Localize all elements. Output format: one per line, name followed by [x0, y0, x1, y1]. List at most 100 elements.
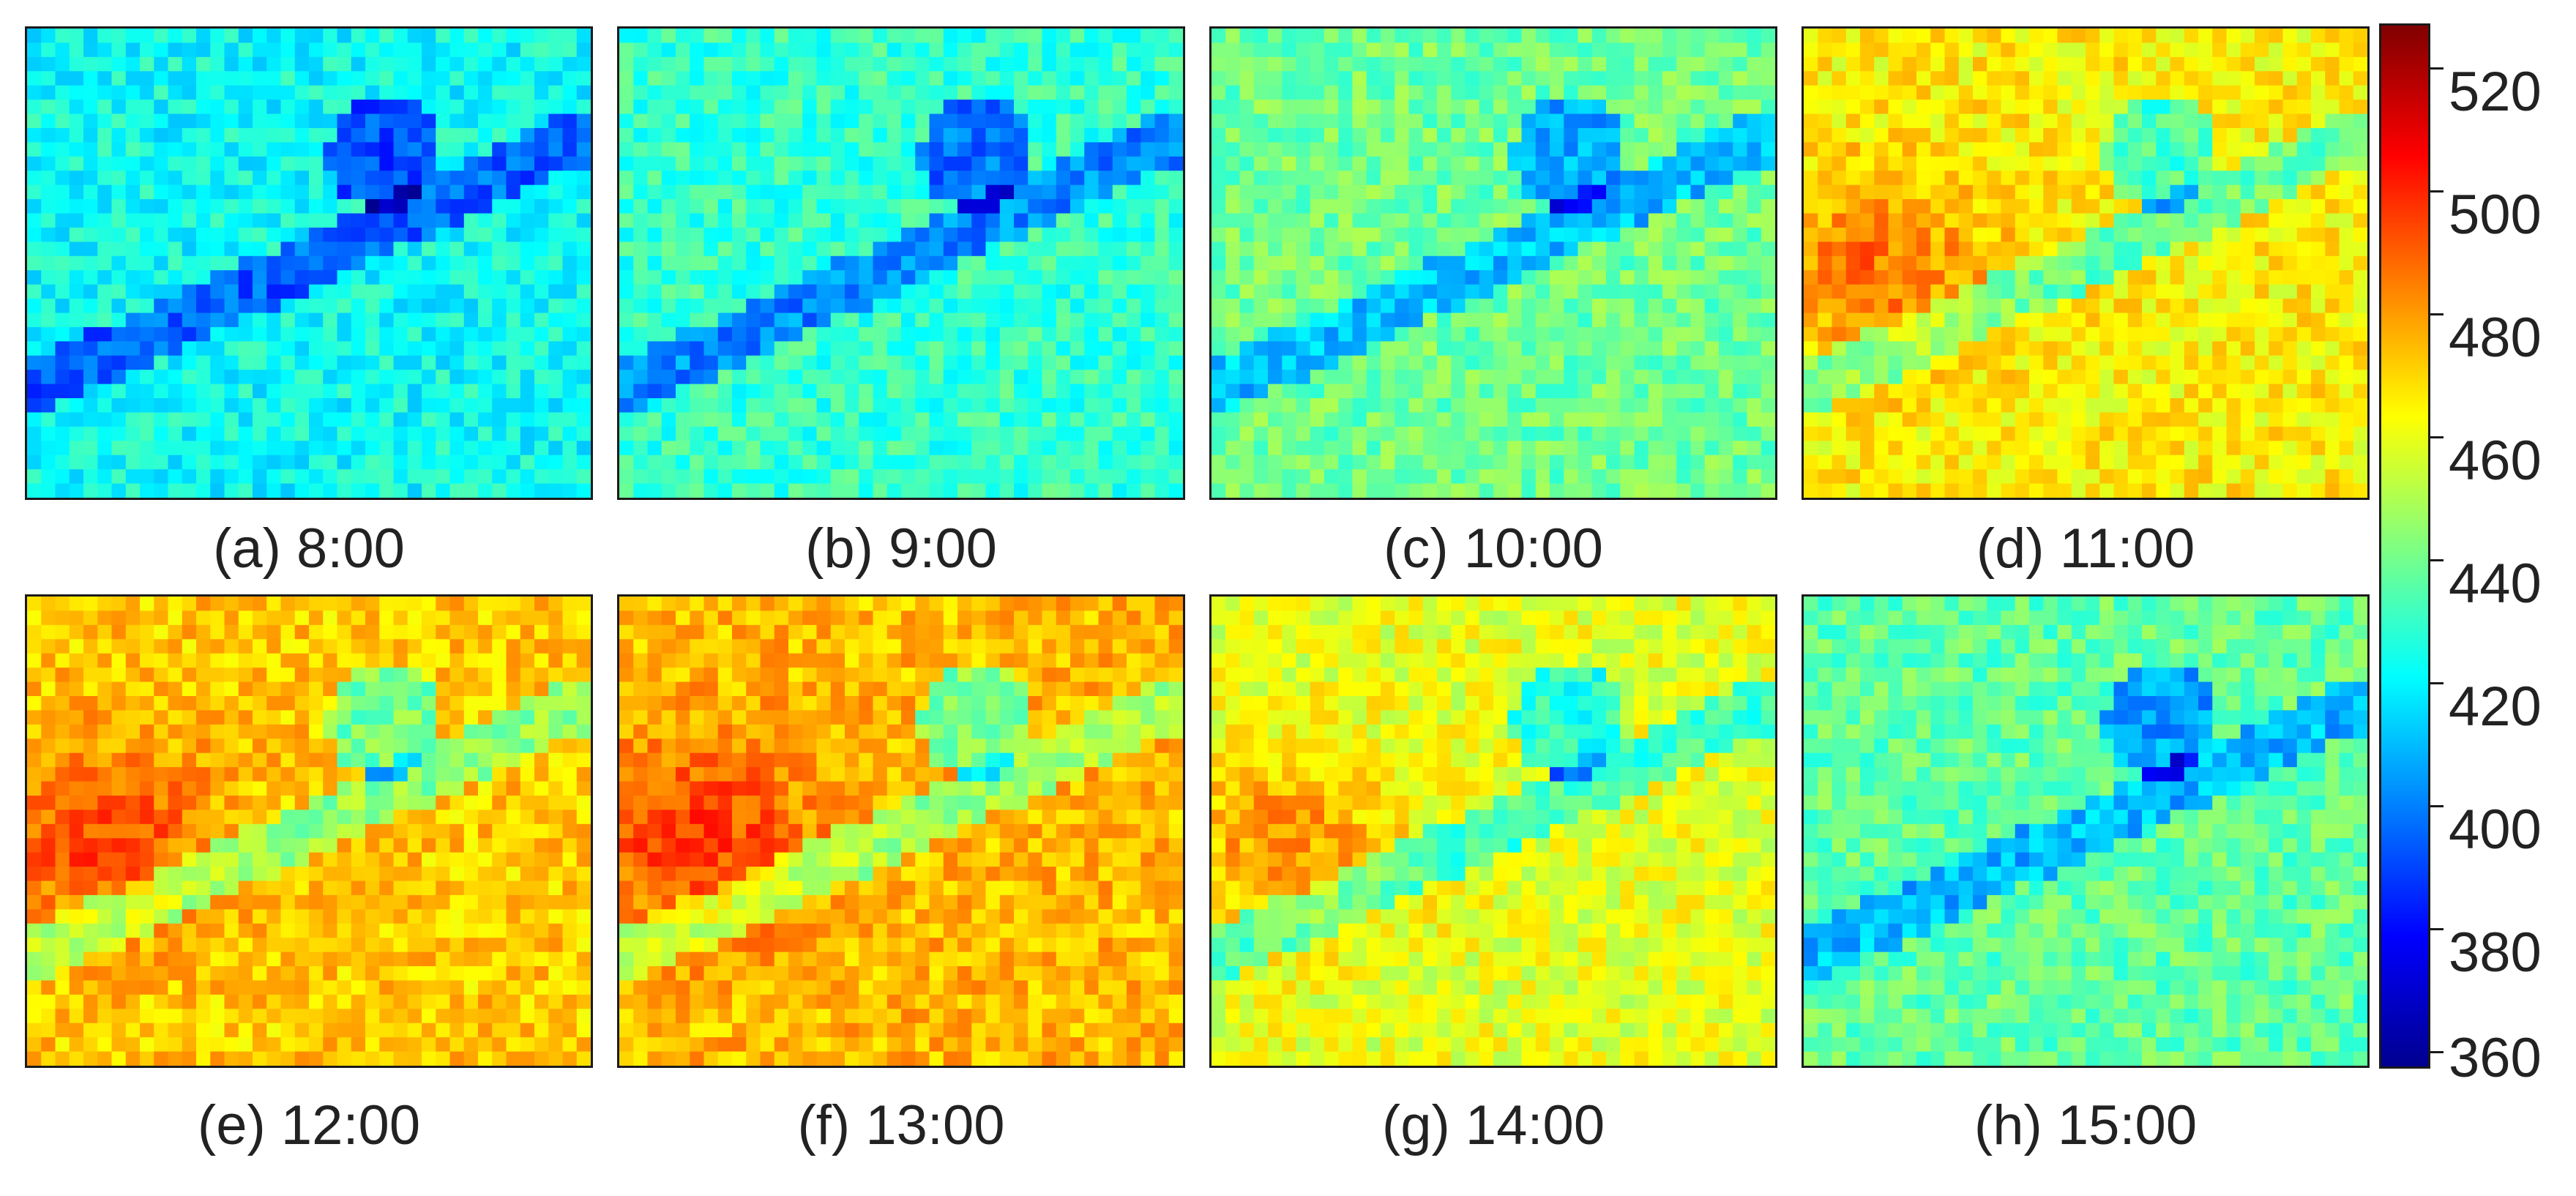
map-cell — [1521, 455, 1537, 471]
map-cell — [703, 370, 719, 385]
map-cell — [1930, 255, 1946, 272]
map-cell — [2057, 29, 2072, 44]
map-cell — [463, 127, 479, 143]
map-cell — [1676, 142, 1692, 157]
map-cell — [1366, 469, 1381, 485]
map-cell — [1704, 199, 1720, 214]
map-cell — [2170, 227, 2185, 243]
map-cell — [886, 156, 902, 172]
map-cell — [2339, 270, 2354, 285]
map-cell — [1282, 483, 1297, 498]
map-cell — [1352, 412, 1367, 427]
map-cell — [1493, 113, 1509, 129]
map-cell — [2156, 100, 2171, 115]
map-cell — [140, 29, 155, 44]
map-cell — [280, 326, 296, 343]
map-cell — [971, 71, 987, 86]
map-cell — [1352, 384, 1367, 400]
map-cell — [1832, 313, 1847, 328]
map-cell — [1465, 142, 1480, 157]
map-cell — [323, 398, 338, 414]
map-cell — [647, 71, 662, 86]
map-cell — [2071, 100, 2086, 115]
map-cell — [2311, 71, 2326, 86]
map-cell — [1719, 255, 1734, 272]
map-cell — [436, 313, 451, 328]
map-cell — [2043, 213, 2058, 228]
map-cell — [576, 85, 591, 101]
map-cell — [1521, 100, 1537, 115]
map-cell — [915, 299, 930, 314]
map-cell — [2212, 284, 2228, 300]
map-cell — [774, 355, 789, 371]
map-cell — [901, 100, 916, 115]
map-cell — [2212, 270, 2228, 285]
map-cell — [1422, 71, 1438, 86]
map-cell — [478, 384, 493, 400]
map-cell — [1620, 398, 1635, 414]
map-cell — [1451, 469, 1466, 485]
map-cell — [182, 384, 197, 400]
map-cell — [210, 56, 225, 72]
map-cell — [2071, 255, 2086, 272]
map-cell — [1056, 270, 1071, 285]
map-cell — [1973, 156, 1988, 172]
map-cell — [548, 71, 564, 86]
map-cell — [1366, 171, 1381, 186]
map-cell — [238, 313, 253, 328]
map-cell — [1140, 270, 1156, 285]
map-cell — [845, 370, 860, 385]
map-cell — [2226, 370, 2241, 385]
map-cell — [1507, 384, 1523, 400]
map-cell — [732, 341, 747, 356]
map-cell — [1761, 455, 1775, 471]
map-cell — [1606, 469, 1621, 485]
map-cell — [901, 242, 916, 257]
map-cell — [309, 455, 324, 471]
map-cell — [1564, 227, 1579, 243]
map-cell — [676, 171, 691, 186]
map-cell — [1253, 326, 1269, 343]
map-cell — [1154, 370, 1170, 385]
map-cell — [1310, 255, 1325, 272]
map-cell — [1253, 171, 1269, 186]
map-cell — [492, 71, 507, 86]
map-cell — [1084, 127, 1100, 143]
map-cell — [1408, 370, 1424, 385]
map-cell — [1140, 255, 1156, 272]
map-cell — [830, 199, 845, 214]
map-cell — [1902, 100, 1917, 115]
map-cell — [1733, 142, 1748, 157]
map-cell — [1422, 412, 1438, 427]
map-cell — [1479, 199, 1494, 214]
map-cell — [886, 127, 902, 143]
map-cell — [253, 284, 268, 300]
map-cell — [548, 341, 564, 356]
map-cell — [294, 100, 310, 115]
map-cell — [562, 384, 578, 400]
map-cell — [1168, 213, 1183, 228]
map-cell — [69, 284, 84, 300]
map-cell — [309, 71, 324, 86]
map-cell — [1874, 299, 1889, 314]
map-cell — [703, 113, 719, 129]
map-cell — [2296, 199, 2312, 214]
map-cell — [1634, 42, 1649, 58]
map-cell — [1070, 441, 1086, 456]
map-cell — [1437, 270, 1452, 285]
map-cell — [943, 56, 958, 72]
map-cell — [1098, 355, 1113, 371]
map-cell — [407, 469, 422, 485]
map-cell — [1676, 270, 1692, 285]
map-cell — [1239, 355, 1255, 371]
map-cell — [619, 426, 635, 442]
map-cell — [1634, 184, 1649, 201]
map-cell — [2015, 113, 2030, 129]
map-cell — [1042, 127, 1057, 143]
map-cell — [2057, 299, 2072, 314]
map-cell — [1564, 341, 1579, 356]
map-cell — [2353, 71, 2367, 86]
map-cell — [238, 100, 253, 115]
map-cell — [1973, 199, 1988, 214]
map-cell — [1112, 299, 1127, 314]
